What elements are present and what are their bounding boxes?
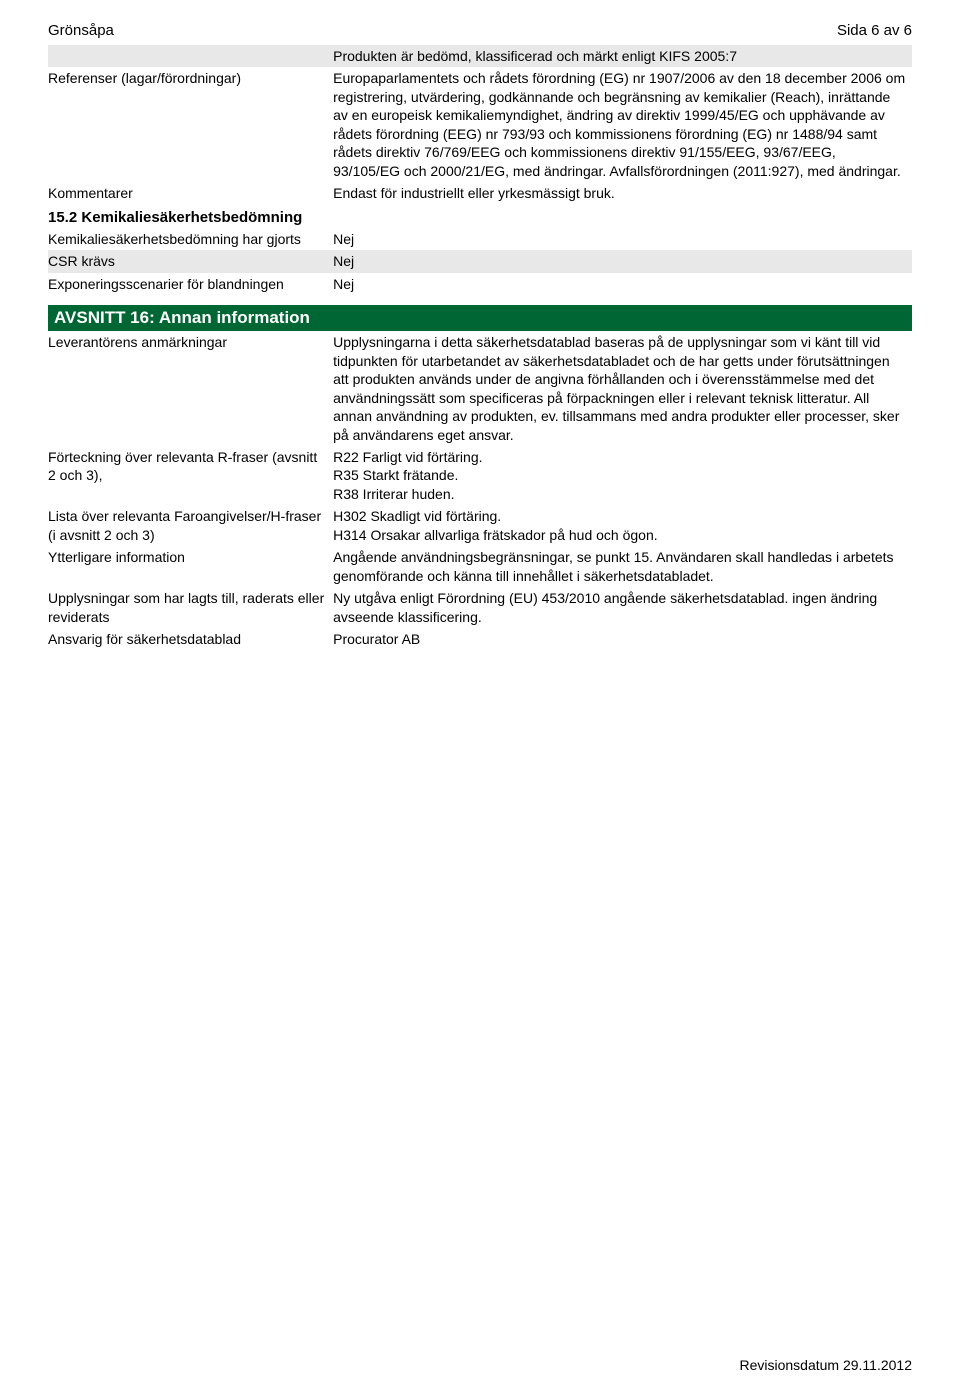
section-16-table: Leverantörens anmärkningar Upplysningarn… xyxy=(48,331,912,651)
table-row: Kommentarer Endast för industriellt elle… xyxy=(48,182,912,204)
table-row: Ytterligare information Angående användn… xyxy=(48,546,912,587)
cell-value: H302 Skadligt vid förtäring. H314 Orsaka… xyxy=(333,505,912,546)
cell-value: Nej xyxy=(333,273,912,295)
cell-value: Nej xyxy=(333,228,912,250)
table-row: Referenser (lagar/förordningar) Europapa… xyxy=(48,67,912,182)
cell-label: Leverantörens anmärkningar xyxy=(48,331,333,446)
table-row: Leverantörens anmärkningar Upplysningarn… xyxy=(48,331,912,446)
table-row: Exponeringsscenarier för blandningen Nej xyxy=(48,273,912,295)
table-row: Förteckning över relevanta R-fraser (avs… xyxy=(48,446,912,505)
cell-label: Kemikaliesäkerhetsbedömning har gjorts xyxy=(48,228,333,250)
table-row: Lista över relevanta Faroangivelser/H-fr… xyxy=(48,505,912,546)
section-16-heading: AVSNITT 16: Annan information xyxy=(48,305,912,331)
cell-label: CSR krävs xyxy=(48,250,333,272)
cell-value: R22 Farligt vid förtäring. R35 Starkt fr… xyxy=(333,446,912,505)
section-15-2-heading: 15.2 Kemikaliesäkerhetsbedömning xyxy=(48,205,912,228)
cell-label: Kommentarer xyxy=(48,182,333,204)
cell-value: Produkten är bedömd, klassificerad och m… xyxy=(333,45,912,67)
cell-label xyxy=(48,45,333,67)
cell-label: Ansvarig för säkerhetsdatablad xyxy=(48,628,333,650)
section-15-2-table: Kemikaliesäkerhetsbedömning har gjorts N… xyxy=(48,228,912,295)
table-row: Produkten är bedömd, klassificerad och m… xyxy=(48,45,912,67)
cell-label: Ytterligare information xyxy=(48,546,333,587)
page-header: Grönsåpa Sida 6 av 6 xyxy=(48,22,912,39)
top-table: Produkten är bedömd, klassificerad och m… xyxy=(48,45,912,205)
cell-label: Upplysningar som har lagts till, raderat… xyxy=(48,587,333,628)
footer-revision: Revisionsdatum 29.11.2012 xyxy=(739,1357,912,1373)
cell-label: Lista över relevanta Faroangivelser/H-fr… xyxy=(48,505,333,546)
cell-label: Referenser (lagar/förordningar) xyxy=(48,67,333,182)
cell-value: Angående användningsbegränsningar, se pu… xyxy=(333,546,912,587)
cell-label: Förteckning över relevanta R-fraser (avs… xyxy=(48,446,333,505)
header-product: Grönsåpa xyxy=(48,22,114,39)
cell-value: Nej xyxy=(333,250,912,272)
cell-label: Exponeringsscenarier för blandningen xyxy=(48,273,333,295)
header-pagenum: Sida 6 av 6 xyxy=(837,22,912,39)
table-row: Upplysningar som har lagts till, raderat… xyxy=(48,587,912,628)
table-row: CSR krävs Nej xyxy=(48,250,912,272)
cell-value: Ny utgåva enligt Förordning (EU) 453/201… xyxy=(333,587,912,628)
table-row: Ansvarig för säkerhetsdatablad Procurato… xyxy=(48,628,912,650)
cell-value: Endast för industriellt eller yrkesmässi… xyxy=(333,182,912,204)
table-row: Kemikaliesäkerhetsbedömning har gjorts N… xyxy=(48,228,912,250)
cell-value: Upplysningarna i detta säkerhetsdatablad… xyxy=(333,331,912,446)
cell-value: Procurator AB xyxy=(333,628,912,650)
cell-value: Europaparlamentets och rådets förordning… xyxy=(333,67,912,182)
